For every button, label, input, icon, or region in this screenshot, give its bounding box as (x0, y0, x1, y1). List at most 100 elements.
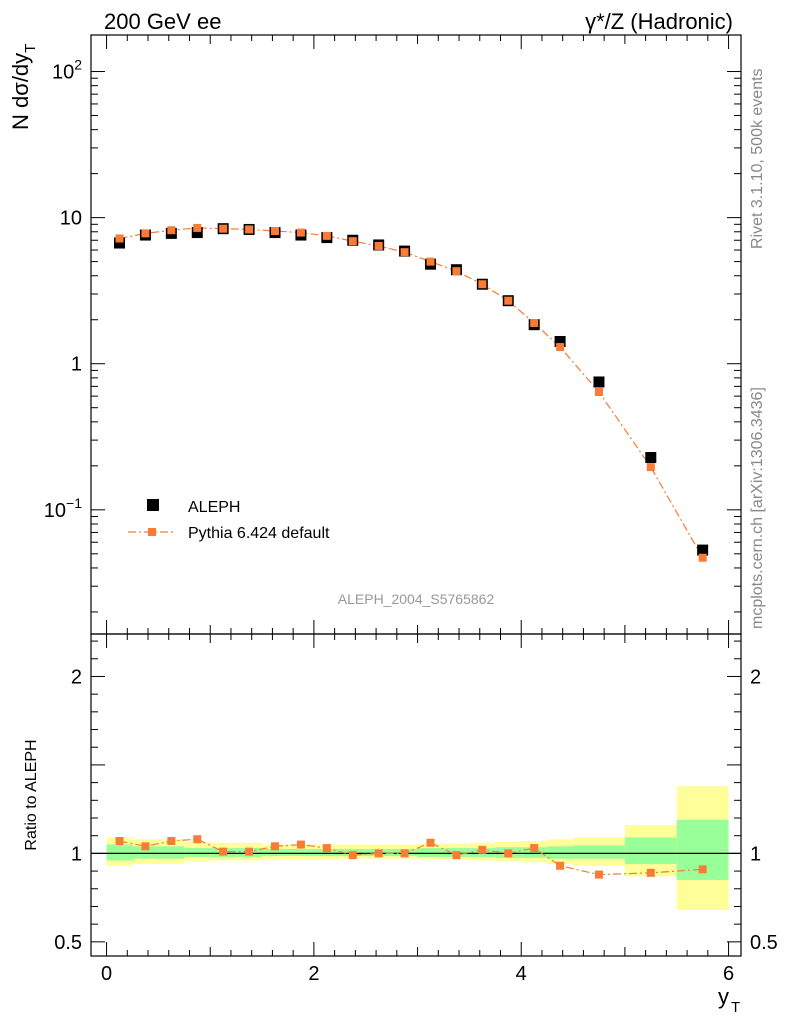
ratio-mc-point (426, 838, 435, 847)
mc-data-point (556, 343, 565, 352)
aleph-data-point (593, 376, 605, 388)
mc-data-point (348, 237, 357, 246)
ratio-y-tick-label-right: 2 (750, 666, 761, 688)
mc-data-point (698, 553, 707, 562)
mc-data-point (400, 248, 409, 257)
x-tick-label: 6 (723, 963, 734, 985)
analysis-label: ALEPH_2004_S5765862 (338, 591, 495, 607)
ratio-mc-point (271, 842, 280, 851)
x-axis-title-sub: T (731, 999, 740, 1016)
legend-marker-mc (148, 528, 156, 536)
main-y-tick-label-exp: −1 (66, 495, 82, 511)
aleph-data-point (554, 335, 566, 347)
ratio-mc-point (400, 849, 409, 858)
mc-data-point (374, 241, 383, 250)
aleph-data-point (697, 544, 709, 556)
main-y-axis-title-text: N dσ/dy (8, 53, 33, 130)
ratio-band-inner (313, 848, 340, 857)
mc-data-point (245, 225, 254, 234)
aleph-data-point (645, 452, 657, 464)
mc-data-point (452, 267, 461, 276)
ratio-plot-axes: 0.5 0.5 1 1 2 2 0 2 4 6 (54, 633, 778, 985)
ratio-mc-point (594, 870, 603, 879)
ratio-mc-point (296, 840, 305, 849)
legend: ALEPH Pythia 6.424 default (128, 499, 330, 542)
ratio-band-inner (158, 846, 185, 859)
main-y-tick-label: 10 (60, 208, 82, 230)
header-left-label: 200 GeV ee (104, 9, 221, 34)
main-y-tick-label: 1 (71, 354, 82, 376)
legend-marker-aleph (147, 499, 159, 511)
ratio-y-axis-title: Ratio to ALEPH (23, 739, 40, 850)
ratio-band-inner (262, 848, 288, 857)
ratio-mc-point (348, 851, 357, 860)
mc-data-point (219, 224, 228, 233)
ratio-plot-frame (90, 633, 742, 957)
aleph-data-point (114, 237, 126, 249)
ratio-mc-point (478, 845, 487, 854)
ratio-mc-point (504, 849, 513, 858)
mc-data-point (141, 229, 150, 238)
x-tick-label: 4 (516, 963, 527, 985)
rivet-version-label: Rivet 3.1.10, 500k events (749, 68, 766, 249)
ratio-mc-point (452, 851, 461, 860)
ratio-band-inner (573, 845, 625, 859)
ratio-mc-point (115, 837, 124, 845)
ratio-band-inner (417, 848, 444, 857)
main-plot-marks (114, 223, 709, 562)
mc-data-point (193, 223, 202, 232)
ratio-band-inner (184, 848, 211, 857)
ratio-mc-point (167, 837, 176, 845)
mc-data-point (167, 226, 176, 235)
mc-data-point (530, 318, 539, 327)
mc-data-point (646, 463, 655, 472)
ratio-mc-point (530, 844, 539, 853)
ratio-band-inner (287, 848, 314, 857)
ratio-y-tick-label-right: 1 (750, 843, 761, 865)
aleph-data-point (191, 227, 203, 239)
svg-text:N dσ/dyT: N dσ/dyT (8, 44, 39, 130)
mc-data-point (504, 296, 513, 305)
legend-label-aleph: ALEPH (188, 499, 240, 516)
main-y-tick-label-base: 10 (44, 500, 66, 522)
ratio-y-tick-label-right: 0.5 (750, 932, 778, 954)
legend-label-mc: Pythia 6.424 default (188, 525, 330, 542)
ratio-y-tick-label: 0.5 (54, 932, 82, 954)
mc-data-point (478, 280, 487, 289)
ratio-mc-point (193, 835, 202, 844)
ratio-mc-point (556, 861, 565, 870)
ratio-mc-point (322, 844, 331, 853)
x-axis-title-text: y (718, 984, 729, 1009)
ratio-band-inner (106, 844, 133, 861)
mc-data-point (594, 388, 603, 397)
main-y-tick-label: 102 (52, 57, 82, 84)
ratio-band-inner (624, 837, 677, 864)
main-y-tick-label-exp: 2 (74, 57, 82, 73)
ratio-band-inner (132, 846, 159, 859)
main-y-tick-label: 10−1 (44, 495, 82, 522)
ratio-y-tick-label: 2 (71, 666, 82, 688)
ratio-mc-point (646, 868, 655, 877)
x-tick-label: 2 (308, 963, 319, 985)
mc-data-point (426, 257, 435, 266)
ratio-mc-point (698, 865, 707, 874)
ratio-plot-marks (115, 835, 707, 879)
main-y-axis-title: N dσ/dyT (8, 44, 39, 130)
ratio-mc-point (141, 842, 150, 851)
header-right-label: γ*/Z (Hadronic) (585, 9, 733, 34)
mc-data-point (322, 231, 331, 240)
ratio-mc-point (219, 847, 228, 856)
x-tick-label: 0 (101, 963, 112, 985)
mc-data-point (271, 226, 280, 235)
mcplots-label: mcplots.cern.ch [arXiv:1306.3436] (749, 387, 766, 629)
main-y-axis-title-sub: T (22, 44, 39, 53)
ratio-mc-point (374, 849, 383, 858)
mc-data-point (296, 228, 305, 237)
ratio-y-tick-label: 1 (71, 843, 82, 865)
ratio-band-inner (521, 847, 548, 858)
mc-data-point (115, 234, 124, 243)
main-y-tick-label-base: 10 (52, 62, 74, 84)
